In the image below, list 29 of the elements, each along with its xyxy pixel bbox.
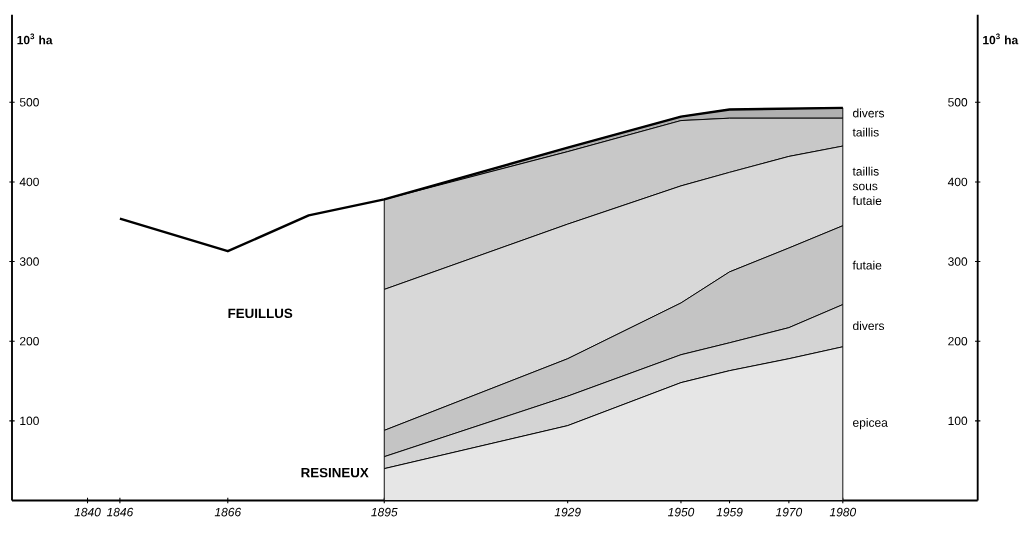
y2-tick-label: 400 — [947, 177, 968, 187]
y2-tick-label: 100 — [948, 416, 968, 426]
y-tick-label: 400 — [19, 177, 39, 187]
x-tick-label: 1950 — [667, 507, 695, 517]
series-label: divers — [853, 321, 885, 331]
y2-tick-label: 500 — [948, 97, 968, 107]
x-tick-label: 1970 — [775, 507, 803, 517]
y-tick-label: 500 — [19, 97, 39, 107]
y-tick-label: 300 — [19, 257, 39, 266]
series-label: futaie — [852, 260, 882, 270]
x-tick-label: 1929 — [554, 507, 581, 517]
y2-tick-label: 300 — [948, 257, 968, 266]
series-label: taillis — [852, 127, 879, 137]
series-label: epicea — [853, 417, 888, 430]
y-axis-title: 10$^{3}$ ha — [17, 33, 53, 45]
y2-axis-title: 10$^{3}$ ha — [983, 33, 1019, 45]
annotation: RESINEUX — [301, 467, 369, 478]
x-tick-label: 1866 — [214, 507, 242, 517]
x-tick-label: 1959 — [716, 507, 743, 517]
y-tick-label: 200 — [19, 336, 39, 346]
x-tick-label: 1980 — [829, 507, 857, 517]
series-label: taillis sous futaie — [852, 166, 882, 205]
x-tick-label: 1846 — [106, 507, 134, 517]
annotation: FEUILLUS — [228, 308, 293, 318]
x-tick-label: 1840 — [74, 507, 101, 517]
series-label: divers — [853, 108, 885, 118]
y2-tick-label: 200 — [948, 336, 968, 346]
y-tick-label: 100 — [20, 416, 39, 426]
x-tick-label: 1895 — [371, 507, 398, 517]
